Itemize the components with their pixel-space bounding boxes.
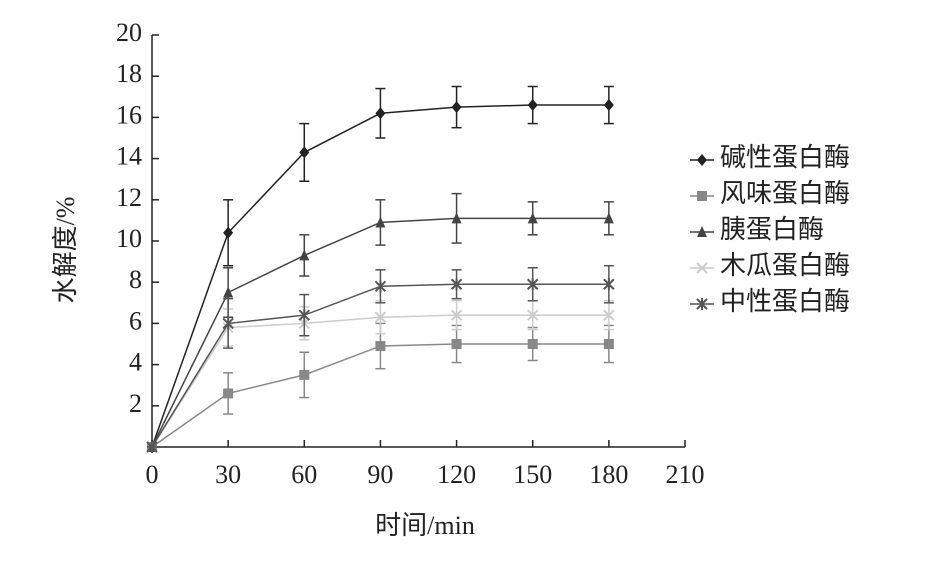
data-point (603, 212, 614, 224)
data-point (299, 249, 310, 261)
x-tick-label: 60 (291, 460, 317, 489)
data-point (374, 311, 387, 323)
data-point (222, 317, 234, 330)
y-tick-label: 14 (116, 142, 142, 171)
x-tick-label: 180 (589, 460, 628, 489)
data-point (450, 278, 463, 291)
data-point (451, 101, 462, 114)
data-point (527, 99, 538, 112)
legend-label: 中性蛋白酶 (720, 287, 850, 316)
x-axis-label: 时间/min (375, 511, 475, 540)
data-point (603, 278, 615, 291)
y-axis-label: 水解度/% (51, 197, 80, 304)
data-point (527, 212, 538, 224)
data-point (450, 309, 463, 321)
data-point (603, 99, 614, 112)
data-point (527, 278, 539, 291)
data-point (451, 212, 462, 224)
data-point (146, 441, 158, 453)
legend-label: 风味蛋白酶 (720, 179, 850, 208)
legend-marker (697, 191, 707, 201)
y-tick-label: 16 (116, 100, 142, 129)
data-point (374, 280, 387, 293)
data-point (299, 146, 310, 159)
data-point (223, 388, 234, 399)
legend-label: 木瓜蛋白酶 (720, 251, 850, 280)
y-tick-label: 12 (116, 183, 142, 212)
y-tick-label: 2 (129, 389, 142, 418)
data-point (451, 339, 462, 349)
x-tick-label: 150 (513, 460, 552, 489)
data-point (527, 309, 539, 321)
legend-marker (697, 226, 707, 237)
data-point (375, 107, 386, 120)
data-point (298, 309, 310, 322)
legend-label: 胰蛋白酶 (720, 215, 824, 244)
data-point (603, 309, 615, 321)
data-point (299, 369, 310, 380)
y-tick-label: 4 (129, 348, 142, 377)
y-tick-label: 8 (129, 265, 142, 294)
legend-label: 碱性蛋白酶 (720, 143, 850, 172)
data-point (603, 339, 614, 349)
x-tick-label: 30 (215, 460, 241, 489)
x-tick-label: 120 (437, 460, 476, 489)
data-point (375, 216, 386, 228)
data-point (527, 339, 538, 349)
data-point (223, 226, 234, 239)
y-tick-label: 20 (116, 18, 142, 47)
y-tick-label: 10 (116, 224, 142, 253)
y-tick-label: 18 (116, 59, 142, 88)
x-tick-label: 90 (367, 460, 393, 489)
legend-marker (696, 262, 708, 274)
data-point (223, 286, 234, 298)
y-tick-label: 6 (129, 306, 142, 335)
x-tick-label: 210 (666, 460, 705, 489)
x-tick-label: 0 (146, 460, 159, 489)
data-point (375, 341, 386, 352)
legend-marker (697, 154, 707, 166)
legend-marker (696, 298, 708, 310)
